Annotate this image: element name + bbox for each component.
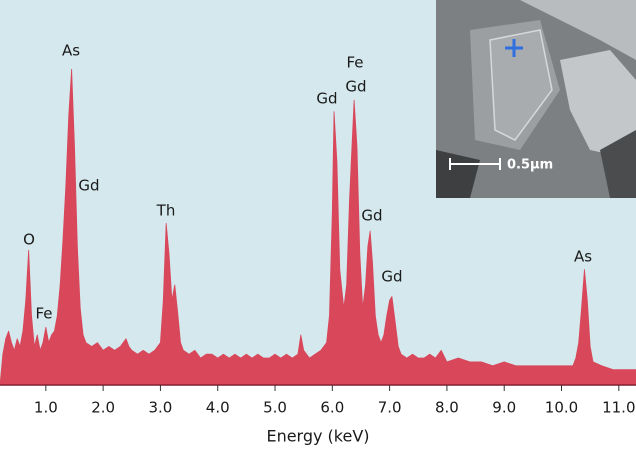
scale-bar-label: 0.5μm [507,158,553,173]
peak-label: Fe [346,54,363,72]
inset-shadow [600,130,636,198]
x-tick-label: 8.0 [435,399,459,417]
spectrum-area [0,68,636,386]
x-tick-label: 1.0 [34,399,58,417]
peak-label: Gd [381,268,402,286]
inset-shadow [436,150,480,198]
x-tick-label: 4.0 [206,399,230,417]
sem-inset: 0.5μm [436,0,636,198]
peak-label: Th [156,202,176,220]
peak-label: O [23,231,35,249]
peak-label: Gd [361,207,382,225]
inset-region [436,0,636,60]
peak-label: Gd [345,78,366,96]
x-tick-label: 9.0 [492,399,516,417]
x-tick-label: 10.0 [545,399,578,417]
peak-label: Fe [35,305,52,323]
inset-crystal-face [489,29,553,141]
x-tick-label: 5.0 [263,399,287,417]
x-tick-label: 2.0 [91,399,115,417]
x-axis-title: Energy (keV) [266,427,369,446]
peak-label: Gd [78,177,99,195]
x-tick-label: 7.0 [378,399,402,417]
peak-label: Gd [316,90,337,108]
peak-label: As [62,42,80,60]
x-tick-label: 3.0 [149,399,173,417]
x-tick-label: 6.0 [320,399,344,417]
x-tick-label: 11.0 [602,399,635,417]
peak-label: As [574,248,592,266]
inset-grain [560,50,636,160]
